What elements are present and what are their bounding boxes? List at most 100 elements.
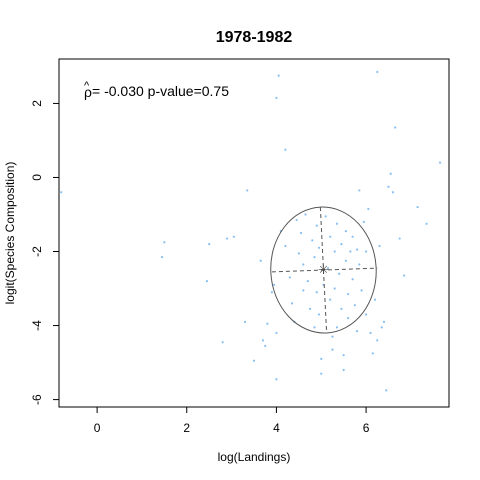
data-point (378, 244, 381, 248)
data-point (373, 298, 377, 301)
data-point (335, 326, 339, 329)
data-point (288, 276, 291, 279)
y-tick-label: 0 (30, 174, 44, 181)
data-point (306, 280, 309, 283)
data-point (364, 250, 368, 253)
data-point (259, 259, 262, 262)
x-tick-label: 4 (273, 421, 280, 435)
data-point (380, 326, 383, 329)
data-point (416, 205, 419, 209)
data-point (333, 287, 336, 290)
rho-hat: ^ (84, 80, 90, 92)
data-point (389, 172, 392, 175)
ellipse-center-marker: ✳ (318, 262, 329, 277)
data-points (60, 70, 442, 392)
data-point (403, 274, 406, 277)
confidence-ellipse: ✳ (270, 206, 378, 334)
x-tick-label: 0 (94, 421, 101, 435)
data-point (261, 339, 265, 342)
data-point (295, 218, 298, 222)
data-point (317, 313, 321, 316)
data-point (331, 348, 334, 351)
data-point (394, 126, 397, 129)
data-point (342, 354, 345, 357)
data-point (335, 222, 339, 225)
data-point (284, 148, 287, 151)
data-point (313, 255, 316, 259)
y-axis: -6 -4 -2 0 2 (30, 100, 59, 405)
y-tick-label: -4 (30, 320, 44, 331)
y-tick-label: -2 (30, 246, 44, 257)
data-point (369, 331, 372, 335)
data-point (243, 320, 247, 323)
data-point (351, 235, 354, 238)
data-point (291, 302, 294, 305)
data-point (342, 368, 345, 372)
data-point (297, 252, 300, 255)
data-point (347, 292, 350, 296)
ellipse-minor-axis (271, 267, 378, 273)
data-point (313, 326, 316, 329)
data-point (376, 70, 379, 74)
data-point (358, 263, 361, 266)
x-axis: 0 2 4 6 (94, 407, 370, 435)
data-point (161, 255, 164, 259)
data-point (275, 96, 278, 99)
data-point (340, 243, 343, 246)
data-point (311, 239, 314, 242)
data-point (351, 278, 354, 281)
data-point (333, 250, 336, 253)
data-point (425, 222, 428, 225)
data-point (344, 230, 347, 233)
data-point (315, 224, 318, 227)
data-point (324, 215, 327, 218)
data-point (364, 313, 368, 316)
x-tick-label: 6 (363, 421, 370, 435)
data-point (308, 307, 312, 310)
data-point (360, 289, 363, 292)
x-tick-label: 2 (183, 421, 190, 435)
x-axis-label: log(Landings) (218, 450, 291, 464)
plot-frame (58, 58, 450, 408)
correlation-annotation: ρ ^ = -0.030 p-value=0.75 (84, 80, 229, 100)
data-point (358, 189, 361, 192)
data-point (344, 259, 347, 262)
data-point (163, 241, 166, 244)
data-point (320, 372, 323, 375)
data-point (60, 191, 63, 194)
data-point (376, 339, 379, 342)
data-point (349, 250, 352, 253)
data-point (302, 289, 305, 292)
rho-symbol: ρ (84, 84, 92, 100)
data-point (371, 352, 374, 355)
data-point (367, 207, 370, 211)
data-point (252, 359, 256, 362)
data-point (205, 280, 209, 283)
data-point (382, 320, 386, 323)
data-point (331, 335, 334, 338)
data-point (353, 304, 356, 307)
data-point (340, 307, 343, 310)
data-point (356, 248, 359, 251)
data-point (221, 341, 224, 344)
data-point (232, 235, 235, 238)
data-point (304, 213, 307, 216)
data-point (246, 189, 249, 192)
data-point (273, 283, 276, 286)
data-point (356, 330, 359, 333)
y-axis-label: logit(Species Composition) (3, 162, 17, 305)
data-point (438, 161, 442, 164)
data-point (208, 243, 211, 246)
data-point (275, 331, 278, 335)
data-point (317, 246, 321, 249)
data-point (387, 185, 390, 188)
y-tick-label: -6 (30, 394, 44, 405)
data-point (362, 220, 365, 223)
data-point (266, 322, 269, 325)
data-point (284, 244, 287, 248)
data-point (385, 389, 388, 392)
data-point (275, 378, 278, 381)
data-point (329, 298, 332, 301)
data-point (320, 357, 323, 360)
